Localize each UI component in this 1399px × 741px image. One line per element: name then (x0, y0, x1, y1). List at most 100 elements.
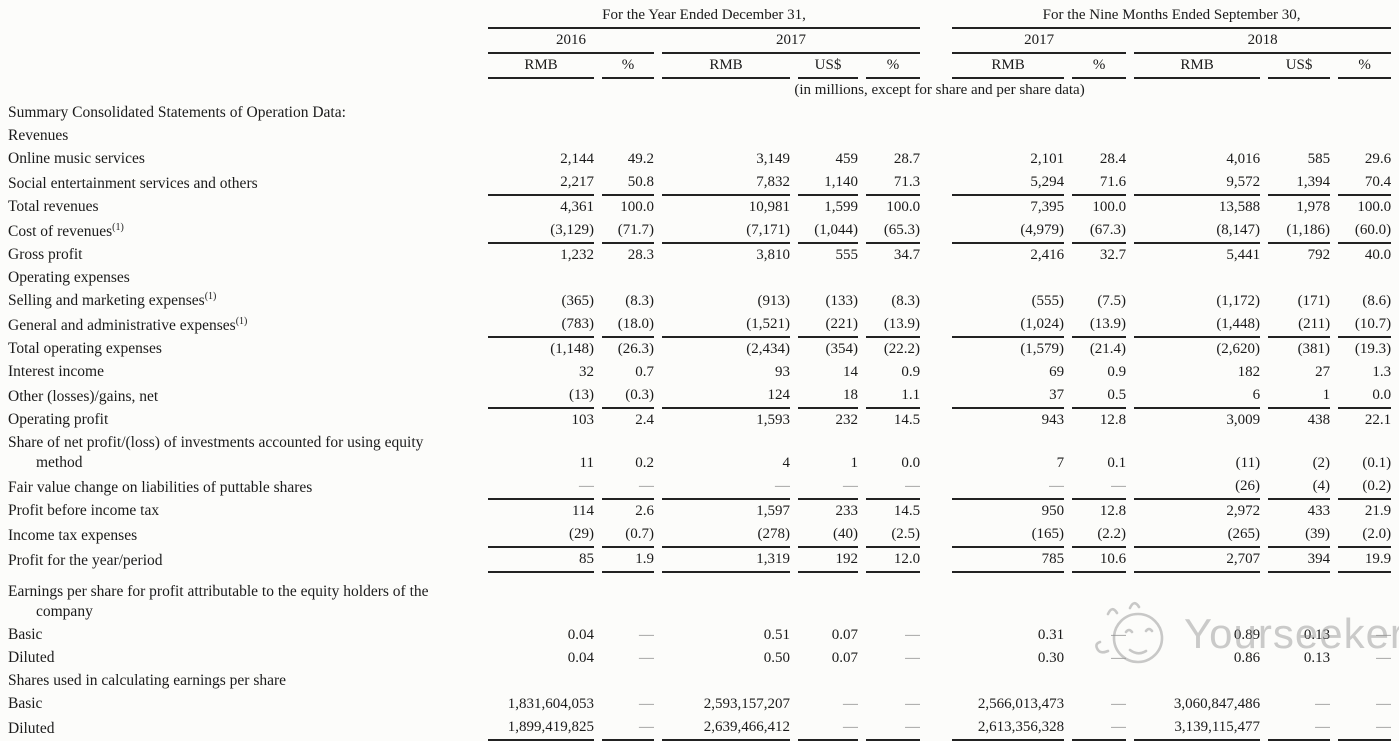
cell-value: 13,588 (1218, 199, 1261, 215)
cell-value: (19.3) (1354, 341, 1392, 357)
cell-value: 2,144 (560, 151, 594, 167)
cell-value: 232 (835, 412, 859, 428)
cell-value: 0.51 (763, 627, 790, 643)
cell-value: (165) (952, 523, 1065, 548)
cell-value: 1 (1268, 384, 1331, 409)
cell-value: (8,147) (1134, 219, 1261, 244)
column-gap (928, 548, 944, 573)
column-header-pct: % (866, 54, 921, 79)
cell-value: — (905, 650, 921, 666)
column-header-pct: % (602, 54, 654, 79)
cell-value: (211) (1268, 313, 1331, 338)
row-label: Profit for the year/period (8, 552, 163, 569)
table-row: Revenues (8, 125, 1391, 148)
table-row: Share of net profit/(loss) of investment… (8, 432, 1391, 475)
cell-value: (555) (1031, 293, 1065, 309)
column-header-pct: % (1072, 54, 1127, 79)
cell-value: (13) (488, 384, 594, 409)
row-label: Revenues (8, 127, 69, 144)
cell-value: 2,217 (488, 171, 594, 196)
row-label: Operating expenses (8, 269, 130, 286)
year-header-2016: 2016 (488, 29, 654, 54)
cell-value (1338, 267, 1391, 290)
cell-value: (265) (1134, 523, 1261, 548)
column-gap (928, 244, 944, 267)
cell-value (602, 125, 654, 148)
cell-value: (381) (1297, 341, 1331, 357)
column-gap (928, 409, 944, 432)
cell-value: 32.7 (1099, 247, 1127, 263)
cell-value: (0.1) (1362, 455, 1392, 471)
table-row: Diluted 1,899,419,825 — 2,639,466,412 — — 2,61… (8, 716, 1392, 741)
cell-value: — (798, 716, 858, 741)
cell-value (952, 670, 1064, 693)
cell-value: 1.1 (866, 384, 921, 409)
cell-value: 2,566,013,473 (977, 696, 1065, 712)
cell-value (662, 573, 790, 624)
cell-value: (4,979) (952, 219, 1065, 244)
row-label: Diluted (8, 649, 55, 666)
cell-value: 34.7 (893, 247, 921, 263)
table-row: Operating profit 103 2.4 1,593 232 14.5 943 12.… (8, 409, 1391, 432)
cell-value: — (602, 716, 654, 741)
cell-value: — (1338, 716, 1392, 741)
table-row: Fair value change on liabilities of putt… (8, 475, 1392, 500)
cell-value: 1.9 (602, 548, 654, 573)
cell-value (602, 670, 654, 693)
row-label: Cost of revenues(1) (8, 221, 124, 240)
row-label: Total revenues (8, 198, 99, 215)
cell-value: 182 (1237, 364, 1261, 380)
table-row: Income tax expenses (29) (0.7) (278) (40) (2.… (8, 523, 1392, 548)
row-label: Selling and marketing expenses(1) (8, 290, 217, 309)
cell-value: 0.04 (567, 650, 594, 666)
operation-data-table: For the Year Ended December 31, For the … (0, 4, 1399, 741)
year-header-9m2018: 2018 (1134, 29, 1392, 54)
cell-value: (26.3) (617, 341, 654, 357)
cell-value: 0.89 (1233, 627, 1261, 643)
cell-value: (26) (1134, 475, 1261, 500)
cell-value: (60.0) (1338, 219, 1392, 244)
cell-value: (3,129) (488, 219, 594, 244)
cell-value: (2.5) (866, 523, 921, 548)
table-row: Gross profit 1,232 28.3 3,810 555 34.7 2,416 32… (8, 244, 1391, 267)
cell-value: (1,044) (798, 219, 858, 244)
cell-value: (65.3) (866, 219, 921, 244)
cell-value: — (843, 696, 858, 712)
column-group-year-ended: For the Year Ended December 31, (488, 4, 921, 29)
cell-value (1268, 102, 1330, 125)
cell-value: 1,899,419,825 (488, 716, 594, 741)
row-label: Online music services (8, 150, 145, 167)
table-row: Other (losses)/gains, net (13) (0.3) 124 18 1… (8, 384, 1392, 409)
cell-value: (913) (757, 293, 791, 309)
cell-value: 585 (1307, 151, 1331, 167)
cell-value: 1,593 (756, 412, 790, 428)
cell-value: — (1111, 627, 1127, 643)
cell-value: 1,599 (824, 199, 858, 215)
cell-value: 555 (835, 247, 859, 263)
cell-value (866, 102, 920, 125)
column-gap (928, 475, 944, 500)
header-note-row: (in millions, except for share and per s… (8, 79, 1391, 102)
cell-value: 40.0 (1364, 247, 1392, 263)
table-row: Operating expenses (8, 267, 1391, 290)
cell-value: 50.8 (602, 171, 654, 196)
cell-value: 2,593,157,207 (703, 696, 790, 712)
cell-value: 37 (952, 384, 1065, 409)
cell-value (602, 267, 654, 290)
cell-value (662, 125, 790, 148)
table-row: Profit for the year/period 85 1.9 1,319 192 1… (8, 548, 1392, 573)
cell-value: 3,139,115,477 (1134, 716, 1261, 741)
cell-value: (354) (825, 341, 859, 357)
cell-value: — (905, 696, 921, 712)
cell-value (798, 267, 858, 290)
units-note: (in millions, except for share and per s… (794, 82, 1085, 98)
cell-value: 124 (662, 384, 790, 409)
cell-value: (7.5) (1097, 293, 1127, 309)
cell-value: 6 (1134, 384, 1261, 409)
cell-value: 70.4 (1338, 171, 1392, 196)
cell-value: 0.9 (901, 364, 921, 380)
column-gap (928, 670, 944, 693)
cell-value (1072, 125, 1126, 148)
cell-value: (39) (1268, 523, 1331, 548)
cell-value: 0.7 (635, 364, 654, 380)
